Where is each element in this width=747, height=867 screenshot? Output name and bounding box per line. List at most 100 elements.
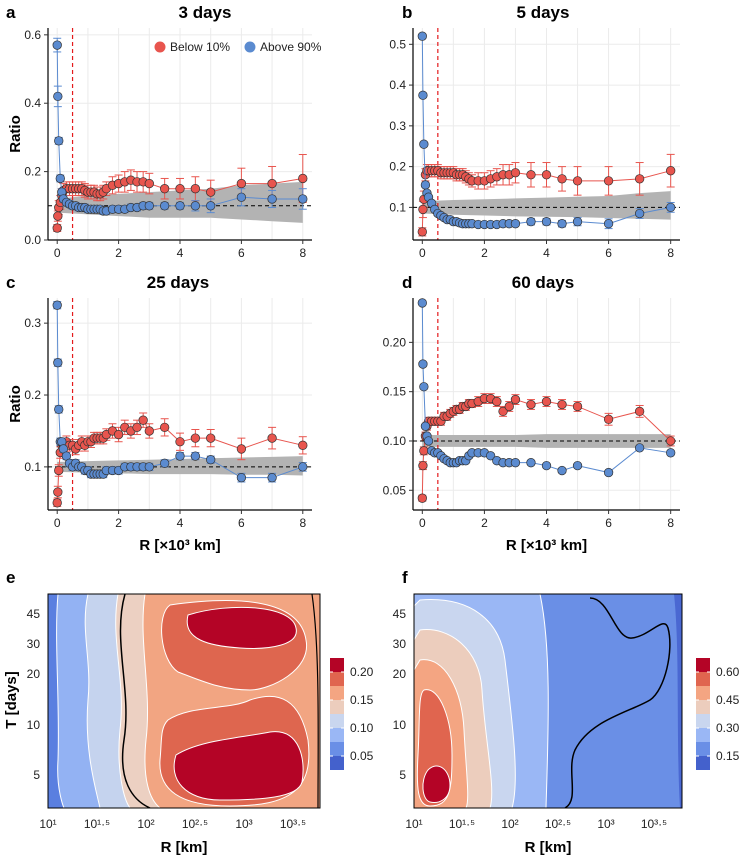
point-below-c-1: [53, 487, 63, 497]
colorbar-swatch-4: [696, 714, 710, 728]
point-above-d-29: [557, 465, 567, 476]
point-above-a-32: [267, 194, 277, 204]
point-below-a-28: [175, 184, 185, 194]
panel-letter-d: d: [402, 273, 412, 292]
point-below-d-26: [510, 394, 521, 405]
ytick-label-d-0: 0.05: [383, 483, 407, 497]
point-below-d-30: [572, 401, 583, 412]
xtick-label-b-3: 6: [605, 246, 612, 260]
point-below-a-26: [144, 178, 154, 189]
heatmap-e-xtick-1: 10¹: [39, 817, 56, 831]
xtick-label-a-1: 2: [115, 246, 122, 260]
point-below-d-24: [498, 406, 508, 417]
colorbar-swatch-1: [330, 672, 344, 686]
ytick-label-a-3: 0.6: [24, 28, 41, 42]
panel-letter-f: f: [402, 568, 408, 587]
point-above-c-1: [53, 358, 63, 368]
ylabel-c: Ratio: [7, 385, 24, 423]
point-above-c-27: [160, 458, 170, 468]
point-below-c-24: [132, 422, 142, 433]
point-below-a-27: [160, 184, 170, 194]
point-below-c-26: [144, 426, 154, 436]
xlabel-c: R [×10³ km]: [139, 537, 220, 554]
point-above-b-2: [419, 139, 429, 149]
ytick-label-b-4: 0.5: [389, 37, 406, 51]
ytick-label-a-0: 0.0: [24, 233, 41, 247]
point-below-d-0: [417, 493, 427, 503]
ytick-label-b-1: 0.2: [389, 160, 406, 174]
point-below-c-28: [175, 437, 185, 447]
point-above-a-0: [52, 40, 62, 50]
point-above-c-33: [298, 462, 308, 472]
point-below-a-0: [52, 223, 62, 233]
xtick-label-c-0: 0: [54, 516, 61, 530]
colorbar-label-3: 0.15: [716, 749, 740, 763]
point-below-b-28: [541, 170, 552, 180]
point-above-c-29: [190, 451, 200, 461]
point-below-a-31: [236, 178, 247, 189]
point-above-c-0: [52, 300, 62, 310]
point-above-d-22: [485, 451, 496, 461]
ytick-label-c-1: 0.2: [24, 388, 41, 402]
heatmap-e-level-7: [186, 606, 297, 649]
point-below-d-23: [492, 396, 502, 407]
chart-panel-d: 0 2 4 6 8 0.05 0.10 0.15 0.20 60 days R [×10³ km]: [383, 273, 680, 554]
colorbar-e: 0.20 0.15 0.10 0.05: [330, 658, 374, 770]
colorbar-swatch-0: [330, 658, 344, 672]
heatmap-f-xtick-6: 10³·⁵: [641, 817, 667, 831]
legend-marker-below: [154, 41, 166, 53]
point-below-c-31: [236, 444, 247, 454]
xtick-label-d-2: 4: [543, 516, 550, 530]
heatmap-e-ytick-45: 45: [27, 607, 41, 621]
point-above-b-1: [418, 90, 428, 100]
point-below-b-27: [526, 170, 536, 180]
point-below-d-32: [634, 406, 645, 417]
xtick-label-a-0: 0: [54, 246, 61, 260]
heatmap-f-ytick-30: 30: [393, 637, 407, 651]
point-below-c-32: [267, 433, 277, 443]
ytick-label-d-3: 0.20: [383, 335, 407, 349]
point-below-d-33: [666, 436, 676, 446]
legend-label-below: Below 10%: [170, 40, 230, 54]
point-below-b-29: [557, 174, 567, 184]
point-below-a-30: [206, 187, 216, 197]
point-above-a-33: [298, 194, 308, 204]
ytick-label-c-0: 0.1: [24, 460, 41, 474]
heatmap-e-level-7b: [173, 731, 304, 801]
colorbar-swatch-3: [330, 700, 344, 714]
null-band-b: [422, 191, 671, 220]
point-below-c-29: [190, 433, 200, 443]
point-below-b-31: [603, 176, 614, 186]
xtick-label-a-4: 8: [299, 246, 306, 260]
heatmap-e-ytick-5: 5: [33, 768, 40, 782]
heatmap-f-xlabel: R [km]: [525, 839, 572, 856]
xtick-label-b-1: 2: [481, 246, 488, 260]
heatmap-f-ytick-10: 10: [393, 718, 407, 732]
point-above-a-27: [160, 201, 170, 211]
point-below-c-33: [298, 440, 308, 450]
heatmap-e-xtick-3: 10²: [137, 817, 154, 831]
colorbar-swatch-2: [330, 686, 344, 700]
point-below-d-31: [603, 414, 614, 424]
point-above-a-3: [55, 173, 65, 184]
ytick-label-a-2: 0.4: [24, 96, 41, 110]
point-below-b-33: [666, 166, 676, 176]
colorbar-swatch-3: [696, 700, 710, 714]
point-below-d-1: [418, 460, 428, 471]
heatmap-f-xtick-5: 10³: [597, 817, 614, 831]
point-above-a-26: [144, 201, 154, 211]
point-below-d-2: [419, 446, 429, 456]
xtick-label-b-2: 4: [543, 246, 550, 260]
point-above-a-29: [190, 201, 200, 211]
panel-letter-b: b: [402, 3, 412, 22]
point-above-c-28: [175, 451, 185, 461]
colorbar-swatch-0: [696, 658, 710, 672]
colorbar-swatch-5: [330, 728, 344, 742]
point-above-a-28: [175, 201, 185, 211]
point-above-c-26: [144, 462, 154, 472]
point-above-c-30: [206, 455, 216, 465]
panel-title-c: 25 days: [147, 273, 209, 292]
xtick-label-b-4: 8: [667, 246, 674, 260]
colorbar-swatch-7: [696, 756, 710, 770]
point-above-d-1: [418, 359, 428, 369]
